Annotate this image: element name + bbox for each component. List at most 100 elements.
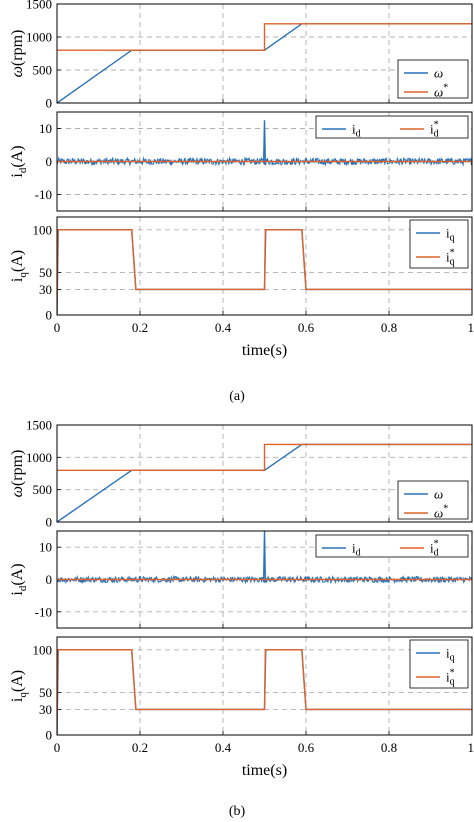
legend-entry-label: ω	[434, 85, 443, 100]
legend-entry: iq*	[446, 248, 455, 268]
legend-entry-sub: q	[450, 257, 455, 268]
axes-frame	[56, 216, 473, 316]
legend-entry-label: i	[352, 541, 356, 556]
legend-entry-sup: *	[450, 248, 455, 259]
legend-box	[409, 639, 469, 689]
y-axis-label: ω(rpm)	[9, 30, 26, 78]
legend-entry-label: i	[446, 646, 450, 661]
legend-entry-label: ω	[434, 506, 443, 521]
y-tick-label: 100	[33, 642, 53, 657]
legend-entry-label: ω	[434, 66, 443, 81]
y-tick-label: 10	[39, 121, 52, 136]
y-tick-label: 500	[33, 482, 53, 497]
legend-entry-label: i	[430, 122, 434, 137]
legend-entry-sub: d	[434, 548, 439, 559]
y-axis-label-sub: d	[17, 585, 29, 591]
legend-entry-sup: *	[443, 83, 448, 94]
x-tick-label: 0.6	[298, 740, 315, 755]
legend-entry-sub: d	[434, 129, 439, 140]
legend-entry: iq*	[446, 668, 455, 688]
y-axis-label: iq(A)	[9, 670, 29, 702]
legend-box	[315, 115, 469, 139]
legend-entry: ω*	[434, 83, 448, 100]
x-tick-label: 0	[54, 740, 61, 755]
y-axis-label-unit: (A)	[9, 563, 26, 585]
y-axis-label-main: i	[9, 173, 26, 178]
y-tick-label: 0	[46, 728, 53, 743]
legend-entry: id	[352, 541, 361, 559]
legend-entry: ω	[434, 66, 443, 81]
y-axis-label: iq(A)	[9, 250, 29, 282]
x-tick-label: 1	[468, 740, 474, 755]
legend-entry-label: i	[446, 670, 450, 685]
x-tick-label: 0.6	[298, 320, 315, 335]
y-axis-label-sub: d	[17, 167, 29, 173]
legend-entry-label: i	[446, 226, 450, 241]
legend-entry-sup: *	[450, 668, 455, 679]
y-axis-label-main: i	[9, 697, 26, 702]
x-tick-label: 0.4	[215, 320, 232, 335]
x-tick-label: 0.4	[215, 740, 232, 755]
x-tick-label: 0	[54, 320, 61, 335]
y-axis-label-main: ω	[9, 486, 26, 497]
y-tick-label: 0	[46, 154, 53, 169]
legend-entry-sub: q	[450, 653, 455, 664]
panel-caption: (a)	[229, 389, 245, 404]
y-axis-label-sub: q	[17, 272, 29, 278]
y-axis-label-unit: (A)	[9, 250, 26, 272]
y-axis-label-unit: (rpm)	[9, 30, 26, 66]
y-tick-label: 500	[33, 63, 53, 78]
legend-entry-sup: *	[443, 504, 448, 515]
y-axis-label-main: i	[9, 277, 26, 282]
legend-entry: ω*	[434, 504, 448, 521]
legend-entry-sub: d	[356, 548, 361, 559]
legend-entry: id	[352, 122, 361, 140]
x-tick-label: 0.2	[132, 740, 148, 755]
y-tick-label: 30	[39, 282, 52, 297]
y-tick-label: 10	[39, 540, 52, 555]
legend-entry-label: ω	[434, 487, 443, 502]
axes-frame	[56, 424, 473, 523]
x-tick-label: 0.2	[132, 320, 148, 335]
y-tick-label: 1000	[26, 450, 52, 465]
legend-entry: ω	[434, 487, 443, 502]
x-tick-label: 0.8	[381, 320, 397, 335]
legend-entry-label: i	[352, 122, 356, 137]
y-tick-label: 50	[39, 265, 52, 280]
series-line-reference	[57, 443, 472, 471]
panel-caption: (b)	[229, 804, 246, 819]
legend-entry-sup: *	[434, 120, 439, 131]
x-tick-label: 0.8	[381, 740, 397, 755]
y-tick-label: 100	[33, 222, 53, 237]
axes-frame	[56, 530, 473, 629]
y-axis-label-unit: (rpm)	[9, 450, 26, 486]
y-axis-label-unit: (A)	[9, 145, 26, 167]
axes-frame	[56, 636, 473, 736]
y-tick-label: 0	[46, 515, 53, 530]
legend-entry: iq	[446, 226, 455, 244]
y-tick-label: 0	[46, 96, 53, 111]
legend: id id*	[315, 534, 469, 559]
series-line-reference	[57, 649, 472, 735]
series-line-reference	[57, 23, 472, 51]
y-axis-label-sub: q	[17, 692, 29, 698]
x-axis-label: time(s)	[242, 762, 287, 779]
legend-box	[315, 534, 469, 558]
y-tick-label: 1500	[26, 418, 52, 433]
x-axis-label: time(s)	[242, 342, 287, 359]
y-tick-label: 30	[39, 702, 52, 717]
legend: iq iq*	[409, 639, 469, 689]
y-axis-label: id(A)	[9, 563, 29, 595]
legend-entry: id*	[430, 120, 439, 140]
legend: id id*	[315, 115, 469, 140]
y-tick-label: -10	[35, 604, 52, 619]
series-line-measured	[57, 156, 472, 167]
